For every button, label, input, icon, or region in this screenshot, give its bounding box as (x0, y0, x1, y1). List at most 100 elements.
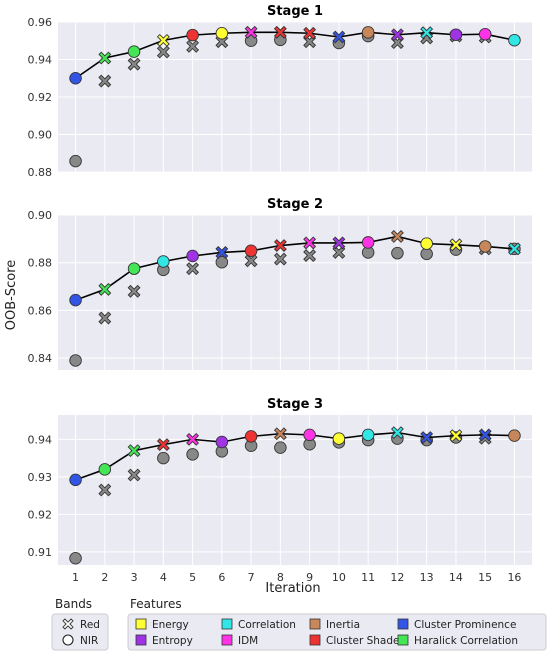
best-point-nir (69, 71, 82, 85)
other-point-nir (157, 451, 170, 465)
best-point-nir (215, 27, 229, 40)
best-point-nir (186, 28, 199, 42)
x-tick-label: 2 (101, 571, 108, 584)
best-point-nir (98, 463, 112, 476)
stage-title: Stage 2 (267, 197, 323, 212)
other-point-red (127, 57, 141, 71)
best-point-red (273, 239, 287, 252)
legend-red-marker (62, 618, 74, 630)
panel-1: 0.88 0.90 0.92 0.94 0.96 Stage 1 (28, 4, 532, 179)
x-tick-label: 8 (277, 571, 284, 584)
other-point-red (186, 262, 200, 276)
best-point-nir (508, 33, 521, 47)
other-point-red (186, 39, 200, 53)
y-tick-label: 0.91 (28, 546, 53, 559)
panel-3: 0.910.920.930.941 2 3 4 5 6 7 8 9 10 11 12 13 14 15 16S… (28, 397, 532, 584)
legend-label-red: Red (80, 619, 100, 631)
x-tick-label: 3 (131, 571, 138, 584)
legend-swatch (221, 634, 233, 646)
best-point-nir (69, 473, 82, 487)
y-tick-label: 0.90 (28, 129, 53, 142)
x-tick-label: 4 (160, 571, 167, 584)
best-point-red (449, 429, 463, 443)
legend-swatch (309, 618, 321, 630)
best-point-red (215, 246, 229, 259)
legend-features: Energy Entropy Correlation IDM Inertia Cluste… (135, 618, 518, 647)
other-point-red (303, 249, 317, 262)
other-point-nir (69, 154, 82, 168)
best-point-nir (157, 255, 170, 268)
best-point-red (303, 236, 317, 250)
legend-feature-label: Energy (152, 619, 189, 631)
legend-nir-marker (62, 634, 74, 646)
y-axis-label: OOB-Score (4, 260, 19, 330)
x-tick-label: 12 (390, 571, 404, 584)
best-point-nir (127, 45, 141, 58)
other-point-nir (186, 448, 199, 461)
best-point-red (156, 33, 170, 47)
other-point-red (127, 468, 141, 482)
x-tick-label: 13 (420, 571, 434, 584)
plot-background (58, 215, 532, 370)
legend-swatch (397, 634, 409, 646)
best-point-red (332, 236, 346, 250)
best-point-nir (244, 430, 258, 443)
best-point-nir (361, 428, 375, 442)
other-point-nir (69, 552, 82, 565)
best-point-nir (127, 262, 141, 275)
legend-bands-title: Bands (55, 597, 92, 611)
other-point-red (273, 252, 287, 266)
y-tick-label: 0.96 (28, 16, 53, 29)
best-point-nir (303, 428, 316, 442)
legend-swatch (135, 634, 147, 646)
legend-swatch (221, 618, 233, 630)
best-point-nir (332, 432, 346, 445)
legend-red-x (62, 618, 74, 630)
best-point-red (98, 282, 112, 296)
legend-features-title: Features (130, 597, 182, 611)
best-point-red (244, 25, 258, 39)
legend-feature-label: Correlation (238, 619, 296, 631)
best-point-nir (449, 28, 463, 42)
other-point-red (127, 284, 141, 298)
best-score-line (75, 235, 515, 301)
y-tick-label: 0.94 (28, 54, 53, 67)
legend-swatch (397, 618, 409, 630)
x-tick-label: 9 (306, 571, 313, 584)
y-tick-label: 0.92 (28, 91, 53, 104)
best-point-red (420, 26, 434, 40)
x-tick-label: 1 (72, 571, 79, 584)
best-point-red (478, 428, 492, 442)
other-point-red (98, 483, 112, 497)
best-score-line (75, 31, 515, 79)
y-tick-label: 0.88 (28, 257, 53, 270)
stage-title: Stage 1 (267, 4, 323, 19)
x-tick-label: 14 (449, 571, 463, 584)
best-point-red (390, 426, 404, 440)
x-tick-label: 6 (218, 571, 225, 584)
legend-features-box (127, 613, 547, 651)
best-score-line (75, 431, 515, 481)
x-tick-label: 16 (507, 571, 521, 584)
other-point-red (332, 246, 346, 259)
legend-feature-label: Haralick Correlation (414, 635, 518, 647)
legend-swatch (135, 618, 147, 630)
best-point-red (273, 25, 287, 39)
legend-feature-label: Entropy (152, 635, 193, 647)
x-tick-label: 10 (332, 571, 346, 584)
best-point-nir (361, 26, 375, 39)
best-point-nir (478, 27, 492, 41)
other-point-red (156, 45, 170, 59)
best-point-nir (215, 435, 229, 449)
legend-label-nir: NIR (80, 635, 98, 647)
y-tick-label: 0.90 (28, 209, 53, 222)
legend-feature-label: Cluster Prominence (414, 619, 516, 631)
legend-feature-label: Inertia (326, 619, 360, 631)
x-tick-label: 11 (361, 571, 375, 584)
best-point-red (508, 242, 521, 256)
y-tick-label: 0.84 (28, 352, 53, 365)
best-point-red (156, 438, 170, 452)
y-tick-label: 0.86 (28, 304, 53, 317)
